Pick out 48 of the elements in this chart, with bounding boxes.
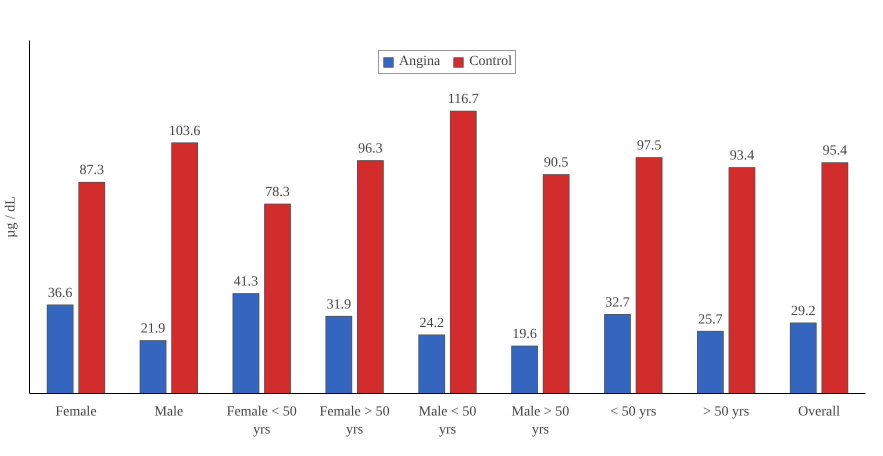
x-tick-label: Female — [55, 404, 97, 420]
data-label: 36.6 — [48, 286, 72, 301]
data-label: 21.9 — [140, 322, 166, 337]
x-tick-label: Female < 50 yrs — [226, 404, 297, 438]
data-label: 90.5 — [544, 156, 568, 170]
bar — [325, 316, 352, 394]
bar — [357, 160, 384, 394]
bar — [821, 162, 848, 394]
bar — [140, 340, 166, 394]
data-label: 116.7 — [448, 92, 479, 108]
legend-label: Angina — [399, 54, 440, 70]
bar — [232, 293, 260, 394]
x-tick-label: Female > 50 yrs — [320, 404, 390, 438]
bar — [728, 167, 756, 394]
bar — [636, 157, 662, 394]
data-label: 95.4 — [822, 144, 848, 159]
bar — [78, 182, 106, 394]
x-tick-label: > 50 yrs — [703, 404, 750, 420]
bar — [511, 346, 538, 394]
bar — [604, 314, 631, 394]
data-label: 29.2 — [791, 304, 816, 319]
x-tick-label: Male < 50 yrs — [418, 404, 476, 438]
data-label: 32.7 — [605, 295, 630, 310]
bar — [542, 174, 570, 394]
data-label: 31.9 — [326, 297, 352, 312]
x-tick-label: Male — [154, 404, 184, 420]
data-label: 24.2 — [419, 316, 444, 331]
y-axis-title: µg / dL — [4, 196, 18, 238]
x-tick-label: Overall — [798, 404, 840, 420]
bar — [46, 304, 74, 394]
data-label: 25.7 — [698, 312, 723, 328]
legend-label: Control — [469, 54, 512, 70]
bar — [790, 322, 817, 394]
bar — [418, 334, 446, 394]
x-tick-label: < 50 yrs — [610, 404, 656, 420]
data-label: 93.4 — [730, 148, 754, 164]
data-label: 41.3 — [234, 274, 258, 290]
data-label: 19.6 — [512, 327, 537, 342]
bar — [264, 204, 291, 394]
x-tick-label: Male > 50 yrs — [512, 404, 570, 438]
data-label: 103.6 — [168, 124, 200, 139]
data-label: 87.3 — [79, 163, 104, 178]
bar — [696, 330, 724, 394]
data-label: 78.3 — [265, 185, 290, 200]
bar — [171, 142, 198, 394]
data-label: 96.3 — [358, 141, 383, 156]
bar — [450, 110, 477, 394]
data-label: 97.5 — [636, 138, 662, 154]
